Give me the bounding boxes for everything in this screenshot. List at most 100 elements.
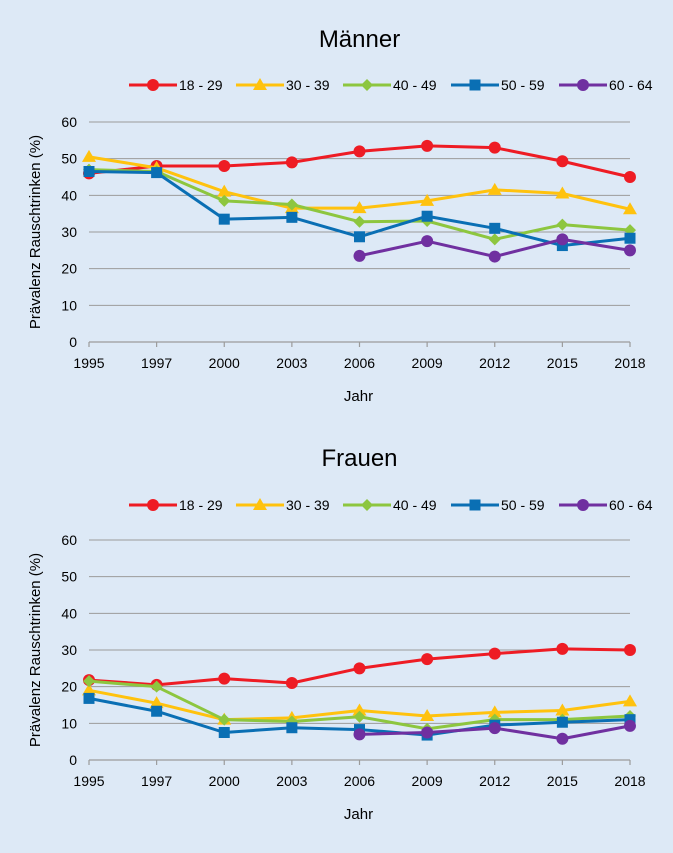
data-point: [353, 728, 366, 741]
data-point: [556, 716, 568, 728]
series-60-64: [353, 233, 636, 263]
x-tick-label: 2009: [412, 773, 443, 789]
data-point: [286, 722, 298, 734]
legend-label: 40 - 49: [393, 497, 437, 513]
chart-1: Frauen 0 10 20 30 40 50 60 1995 1997 2000 2003 2006 2…: [27, 445, 653, 823]
legend-label: 50 - 59: [501, 497, 545, 513]
y-tick-label: 40: [61, 605, 77, 621]
x-tick-label: 2000: [209, 773, 240, 789]
data-point: [421, 726, 434, 739]
x-axis-label: Jahr: [344, 806, 373, 823]
data-point: [353, 249, 366, 262]
x-tick-label: 2003: [276, 773, 307, 789]
y-tick-label: 0: [69, 334, 77, 350]
data-point: [488, 647, 501, 660]
data-point: [353, 710, 366, 723]
legend-marker: [361, 79, 373, 91]
legend-marker: [469, 499, 481, 511]
series-50-59: [83, 166, 636, 252]
y-tick-label: 40: [61, 187, 77, 203]
data-point: [421, 235, 434, 248]
data-point: [624, 244, 636, 257]
y-axis-label: Prävalenz Rauschtrinken (%): [27, 135, 44, 329]
x-tick-label: 2012: [479, 773, 510, 789]
x-tick-label: 2009: [412, 355, 443, 371]
legend-marker: [361, 499, 373, 511]
series-30-39: [82, 683, 637, 725]
data-point: [624, 171, 636, 183]
data-point: [218, 194, 231, 207]
legend-marker: [577, 499, 589, 511]
data-point: [555, 186, 570, 199]
data-point: [624, 644, 636, 656]
data-point: [82, 149, 96, 162]
chart-0: Männer 0 10 20 30 40 50 60 1995 1997 2000 2003 2006 2…: [27, 26, 653, 405]
data-point: [353, 662, 366, 675]
data-point: [83, 675, 95, 688]
y-tick-label: 10: [61, 297, 77, 313]
data-point: [624, 719, 636, 732]
data-point: [556, 233, 569, 246]
data-point: [420, 709, 435, 721]
x-tick-label: 2006: [344, 773, 375, 789]
x-tick-label: 2018: [614, 355, 645, 371]
x-tick-label: 1995: [73, 355, 104, 371]
data-point: [556, 240, 568, 252]
data-point: [150, 680, 163, 693]
x-tick-label: 2006: [344, 355, 375, 371]
data-point: [151, 705, 163, 717]
legend-marker: [577, 79, 589, 91]
data-point: [487, 705, 502, 718]
series-30-39: [82, 149, 637, 215]
data-point: [83, 166, 95, 177]
data-point: [624, 714, 636, 726]
legend-marker: [253, 498, 267, 510]
data-point: [151, 167, 163, 179]
data-point: [218, 713, 231, 726]
y-tick-label: 0: [69, 752, 77, 768]
series-60-64: [353, 719, 636, 745]
legend-label: 18 - 29: [179, 77, 223, 93]
x-tick-label: 2003: [276, 355, 307, 371]
data-point: [488, 141, 501, 154]
data-point: [353, 215, 366, 228]
data-point: [352, 703, 367, 716]
data-point: [623, 694, 637, 707]
data-point: [217, 184, 232, 197]
data-point: [488, 250, 501, 263]
legend-marker: [147, 79, 159, 91]
legend-label: 30 - 39: [286, 497, 330, 513]
y-tick-label: 10: [61, 715, 77, 731]
legend-marker: [469, 79, 481, 91]
data-point: [218, 160, 231, 172]
data-point: [487, 182, 502, 195]
data-point: [556, 642, 569, 655]
data-point: [218, 727, 230, 738]
data-point: [218, 213, 230, 225]
data-point: [82, 683, 96, 696]
data-point: [488, 233, 501, 246]
data-point: [218, 672, 231, 685]
y-tick-label: 50: [61, 151, 77, 167]
data-point: [149, 696, 164, 709]
y-tick-label: 60: [61, 532, 77, 548]
data-point: [556, 732, 569, 745]
x-axis-label: Jahr: [344, 388, 373, 405]
x-tick-label: 2018: [614, 773, 645, 789]
data-point: [352, 201, 367, 214]
legend-marker: [253, 78, 267, 90]
y-tick-label: 20: [61, 679, 77, 695]
y-tick-label: 60: [61, 114, 77, 130]
x-tick-label: 1997: [141, 355, 172, 371]
legend-label: 60 - 64: [609, 497, 653, 513]
legend-label: 50 - 59: [501, 77, 545, 93]
legend-label: 18 - 29: [179, 497, 223, 513]
data-point: [623, 202, 637, 215]
data-point: [354, 231, 365, 243]
x-tick-label: 2015: [547, 773, 578, 789]
x-tick-label: 2012: [479, 355, 510, 371]
data-point: [83, 692, 95, 704]
data-point: [421, 653, 434, 666]
